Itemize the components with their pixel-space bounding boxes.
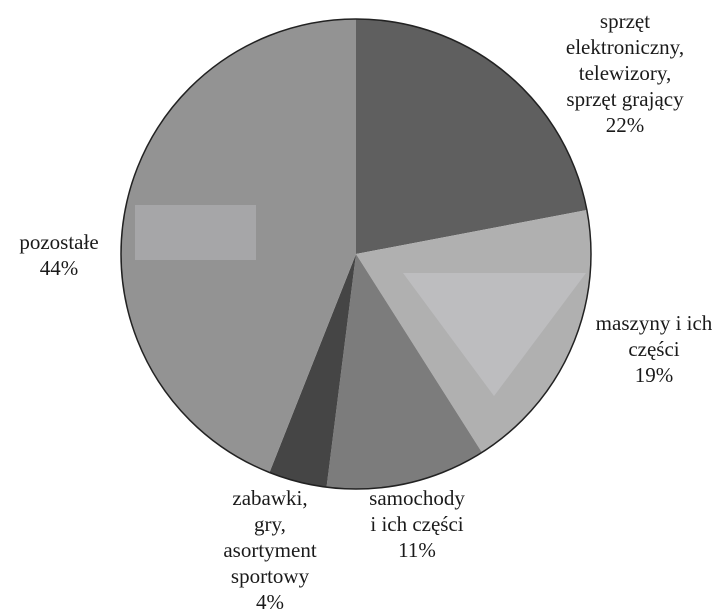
- slice-value-label: 11%: [398, 538, 436, 562]
- pie-slice-0: [356, 19, 587, 254]
- pie-slice-2: [326, 254, 482, 490]
- slice-value-label: 44%: [39, 256, 79, 280]
- slice-label-line: gry,: [254, 512, 286, 536]
- slice-value-label: 4%: [256, 590, 284, 614]
- slice-label-electronics: sprzęt elektroniczny, telewizory, sprzęt…: [540, 8, 710, 138]
- pie-slice-3: [269, 254, 356, 488]
- slice-label-line: pozostałe: [19, 230, 99, 254]
- slice-label-machines: maszyny i ich części 19%: [584, 310, 724, 388]
- pie-outline: [120, 18, 592, 490]
- slice-label-line: maszyny i ich: [595, 311, 713, 335]
- slice-label-toys: zabawki, gry, asortyment sportowy 4%: [205, 485, 335, 615]
- slice-label-line: sprzęt grający: [566, 87, 684, 111]
- slice-value-label: 19%: [634, 363, 674, 387]
- slice-label-line: telewizory,: [578, 61, 672, 85]
- slice-label-line: sportowy: [230, 564, 310, 588]
- slice-label-line: elektroniczny,: [565, 35, 685, 59]
- slice-label-line: i ich części: [370, 512, 464, 536]
- decorative-triangle: [403, 273, 586, 396]
- slice-value-label: 22%: [605, 113, 645, 137]
- slice-label-cars: samochody i ich części 11%: [352, 485, 482, 563]
- slice-label-line: części: [628, 337, 680, 361]
- slice-label-line: samochody: [369, 486, 465, 510]
- slice-label-line: zabawki,: [232, 486, 308, 510]
- slice-label-line: sprzęt: [599, 9, 651, 33]
- slice-label-line: asortyment: [223, 538, 317, 562]
- slice-label-other: pozostałe 44%: [0, 229, 118, 281]
- decorative-panel: [135, 205, 256, 260]
